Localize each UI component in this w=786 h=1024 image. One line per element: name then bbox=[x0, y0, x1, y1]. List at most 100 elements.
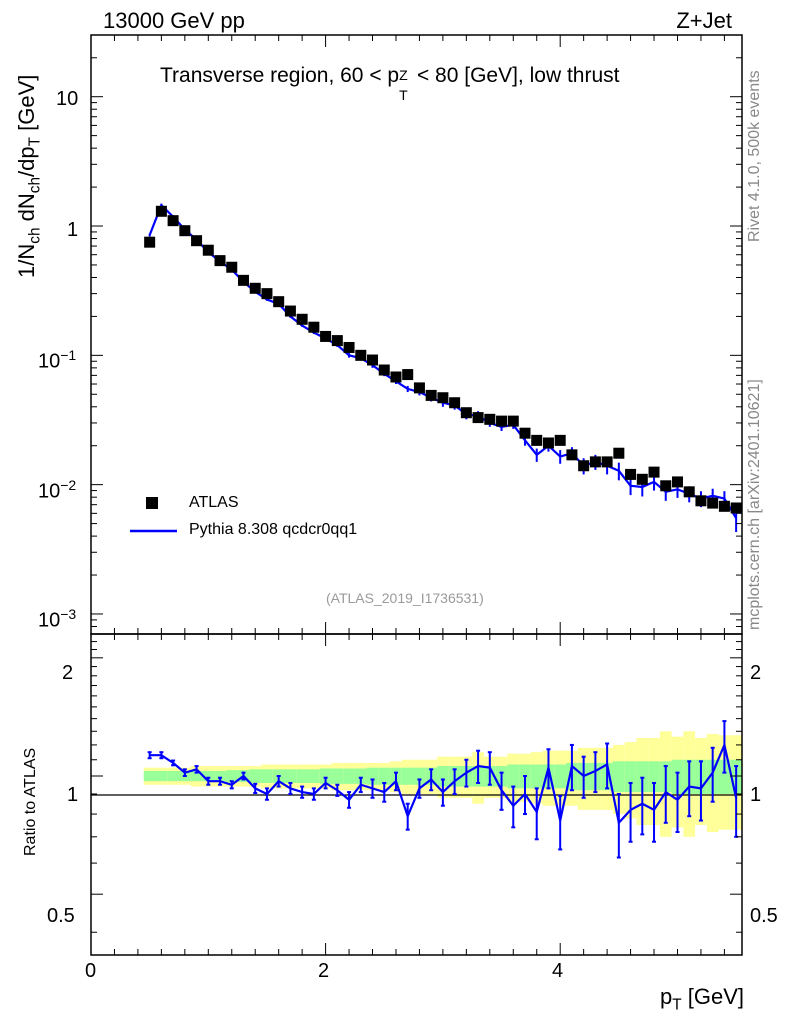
ratio-band-inner bbox=[413, 767, 426, 785]
ratio-tick-label-0.5-right: 0.5 bbox=[750, 905, 778, 927]
atlas-data-point bbox=[707, 497, 719, 509]
atlas-data-point bbox=[671, 476, 683, 488]
ratio-tick-label-1-left: 1 bbox=[67, 784, 79, 806]
atlas-data-point bbox=[730, 502, 742, 514]
atlas-data-point bbox=[531, 434, 543, 446]
beam-energy-label: 13000 GeV pp bbox=[103, 8, 245, 33]
atlas-data-point bbox=[554, 434, 566, 446]
ratio-band-inner bbox=[437, 766, 449, 787]
x-tick-label-0: 0 bbox=[85, 960, 97, 982]
ratio-y-axis-label: Ratio to ATLAS bbox=[22, 747, 39, 856]
ratio-band-inner bbox=[261, 769, 273, 783]
atlas-data-point bbox=[507, 415, 519, 427]
atlas-data-point bbox=[460, 407, 472, 419]
atlas-data-point bbox=[320, 330, 332, 342]
data-series-main bbox=[144, 205, 742, 514]
atlas-data-point bbox=[367, 354, 379, 366]
analysis-watermark: (ATLAS_2019_I1736531) bbox=[326, 590, 484, 606]
ratio-band-inner bbox=[319, 768, 332, 784]
y-tick-label-0.1: 10−1 bbox=[38, 347, 77, 373]
ratio-band-inner bbox=[143, 770, 156, 782]
atlas-data-point bbox=[355, 349, 367, 361]
ratio-band-inner bbox=[718, 759, 731, 794]
ratio-band-inner bbox=[530, 764, 543, 789]
x-tick-label-2: 2 bbox=[318, 960, 330, 982]
atlas-data-point bbox=[472, 412, 484, 424]
atlas-data-point bbox=[343, 341, 355, 353]
atlas-data-point bbox=[648, 466, 660, 478]
ratio-tick-label-0.5-left: 0.5 bbox=[47, 905, 75, 927]
atlas-data-point bbox=[484, 413, 496, 425]
atlas-data-point bbox=[167, 215, 179, 227]
mc-series-main bbox=[148, 203, 738, 533]
atlas-data-point bbox=[589, 456, 601, 468]
atlas-data-point bbox=[413, 382, 425, 394]
legend-label-pythia: Pythia 8.308 qcdcr0qq1 bbox=[189, 521, 358, 538]
atlas-data-point bbox=[625, 468, 637, 480]
main-y-axis-label: 1/Nch dNch/dpT [GeV] bbox=[14, 74, 44, 278]
atlas-data-point bbox=[273, 296, 285, 308]
ratio-band-inner bbox=[225, 770, 238, 783]
atlas-data-point bbox=[636, 473, 648, 485]
atlas-data-point bbox=[613, 447, 625, 459]
atlas-data-point bbox=[191, 235, 203, 247]
atlas-data-point bbox=[249, 282, 261, 294]
ratio-band-inner bbox=[167, 770, 179, 782]
ratio-band-inner bbox=[214, 770, 226, 782]
ratio-panel-frame bbox=[90, 633, 743, 956]
ratio-tick-label-2-right: 2 bbox=[750, 662, 762, 684]
ratio-band-inner bbox=[155, 770, 168, 782]
ratio-band-inner bbox=[648, 761, 660, 793]
ratio-band-inner bbox=[296, 769, 308, 783]
legend-marker-atlas bbox=[146, 497, 158, 509]
ratio-band-inner bbox=[636, 761, 649, 793]
atlas-data-point bbox=[226, 261, 238, 273]
title-main: Transverse region, 60 < p bbox=[160, 64, 400, 87]
atlas-data-point bbox=[425, 389, 437, 401]
ratio-band-inner bbox=[202, 770, 215, 782]
rivet-version-label: Rivet 4.1.0, 500k events bbox=[746, 70, 763, 242]
y-tick-label-1: 1 bbox=[67, 219, 79, 241]
x-tick-label-4: 4 bbox=[552, 960, 564, 982]
atlas-data-point bbox=[542, 437, 554, 449]
atlas-data-point bbox=[566, 449, 578, 461]
process-label: Z+Jet bbox=[676, 8, 732, 33]
atlas-data-point bbox=[378, 364, 390, 376]
atlas-data-point bbox=[155, 205, 167, 217]
atlas-data-point bbox=[496, 415, 508, 427]
atlas-data-point bbox=[437, 392, 449, 404]
title-superscript: Z bbox=[399, 67, 408, 83]
mcplots-reference-label: mcplots.cern.ch [arXiv:2401.10621] bbox=[746, 379, 763, 630]
ratio-band-inner bbox=[401, 767, 414, 785]
x-axis-label: pT [GeV] bbox=[659, 984, 744, 1014]
main-panel-frame bbox=[90, 34, 743, 635]
atlas-data-point bbox=[308, 321, 320, 333]
atlas-data-point bbox=[261, 288, 273, 300]
ratio-tick-label-2-left: 2 bbox=[62, 662, 74, 684]
atlas-data-point bbox=[390, 371, 402, 383]
ratio-band-inner bbox=[331, 768, 344, 784]
atlas-data-point bbox=[683, 486, 695, 498]
atlas-data-point bbox=[519, 427, 531, 439]
ratio-band-inner bbox=[308, 769, 320, 783]
atlas-data-point bbox=[449, 397, 461, 409]
title-rest: < 80 [GeV], low thrust bbox=[411, 64, 620, 87]
atlas-data-point bbox=[179, 225, 191, 237]
ratio-band-inner bbox=[554, 764, 567, 789]
ratio-band-inner bbox=[624, 761, 637, 793]
ratio-band-inner bbox=[249, 769, 262, 783]
atlas-data-point bbox=[284, 305, 296, 317]
legend-label-atlas: ATLAS bbox=[189, 494, 239, 511]
mc-main-line bbox=[148, 203, 738, 519]
y-tick-label-0.01: 10−2 bbox=[38, 477, 77, 503]
ratio-tick-label-1-right: 1 bbox=[750, 784, 762, 806]
atlas-data-point bbox=[202, 244, 214, 256]
ratio-band-inner bbox=[190, 770, 203, 782]
atlas-data-point bbox=[237, 274, 249, 286]
ratio-band-inner bbox=[378, 767, 391, 785]
atlas-data-point bbox=[660, 480, 672, 492]
atlas-data-point bbox=[695, 495, 707, 507]
ratio-band-inner bbox=[343, 768, 355, 784]
atlas-data-point bbox=[402, 369, 414, 381]
